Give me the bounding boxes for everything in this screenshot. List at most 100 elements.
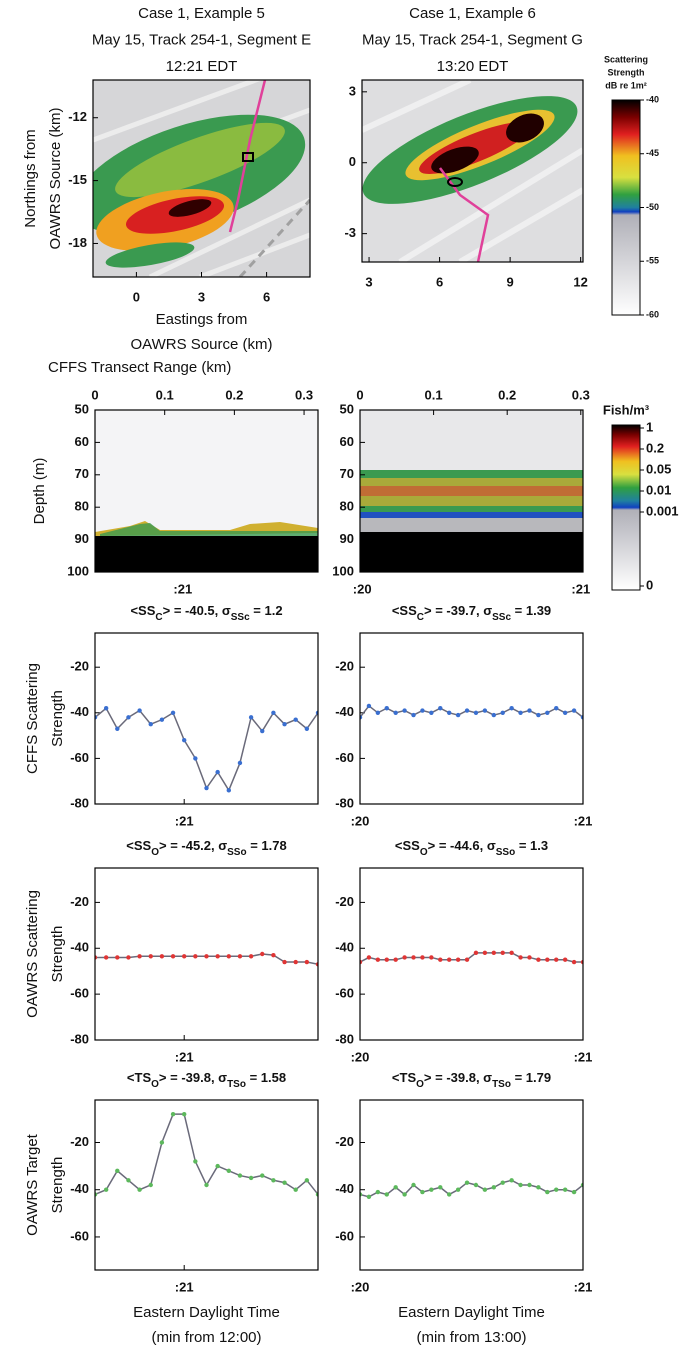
data-point (260, 728, 265, 734)
stat-label-part: C (417, 612, 424, 623)
data-point (375, 957, 381, 962)
stat-label-part: = 1.3 (515, 838, 548, 853)
data-point (366, 955, 372, 960)
data-point (438, 1185, 443, 1190)
data-point (429, 955, 434, 960)
y-tick-label: -20 (335, 1134, 354, 1149)
colorbar-tick-label: 0.01 (646, 482, 671, 497)
x-tick-label: 0.1 (425, 387, 443, 402)
data-point (527, 955, 532, 960)
data-point (527, 1182, 532, 1188)
stat-label: <TSO> = -39.8, σTSo = 1.79 (392, 1070, 551, 1090)
axis-label: Eastings from (156, 311, 248, 328)
axis-label: Strength (49, 690, 66, 747)
stat-label-part: > = -40.5, σ (163, 603, 231, 618)
data-point (509, 706, 514, 711)
stat-label-part: = 1.78 (247, 838, 287, 853)
data-point (447, 957, 452, 962)
x-tick-label: 3 (365, 274, 372, 289)
x-tick-label: :21 (574, 1049, 593, 1064)
stat-label-part: TSo (227, 1079, 246, 1090)
data-point (304, 726, 310, 731)
stat-label-part: SSc (231, 612, 250, 623)
y-tick-label: -40 (70, 704, 89, 719)
data-point (193, 954, 198, 959)
data-point (473, 950, 479, 956)
data-point (518, 955, 523, 960)
data-point (103, 706, 109, 711)
stat-label-part: <SS (126, 838, 151, 853)
colorbar-tick-label: -40 (646, 94, 659, 104)
data-point (271, 710, 276, 715)
stat-label-part: > = -45.2, σ (159, 838, 227, 853)
x-tick-label: 0.1 (156, 387, 174, 402)
data-point (491, 712, 496, 718)
y-tick-label: 90 (75, 531, 89, 546)
y-tick-label: 90 (340, 531, 354, 546)
y-tick-label: 70 (340, 466, 354, 481)
y-tick-label: -12 (68, 109, 87, 124)
x-tick-label: 0.2 (225, 387, 243, 402)
y-tick-label: -40 (335, 1181, 354, 1196)
y-tick-label: -20 (335, 894, 354, 909)
stat-label-part: > = -39.8, σ (159, 1070, 227, 1085)
y-tick-label: -80 (335, 1031, 354, 1046)
stat-label-part: = 1.58 (246, 1070, 286, 1085)
data-point (237, 954, 243, 959)
y-tick-label: -80 (70, 795, 89, 810)
data-point (126, 715, 131, 720)
colorbar (611, 99, 641, 316)
y-tick-label: -20 (70, 659, 89, 674)
stat-label: <SSC> = -40.5, σSSc = 1.2 (130, 603, 282, 623)
y-tick-label: -3 (344, 225, 356, 240)
colorbar-tick-label: 0.2 (646, 440, 664, 455)
data-point (293, 1187, 298, 1192)
data-point (271, 952, 276, 958)
axis-label: Eastern Daylight Time (398, 1304, 545, 1321)
x-tick-label: 6 (436, 274, 443, 289)
axis-label: OAWRS Source (km) (47, 108, 64, 250)
data-point (491, 1185, 496, 1190)
colorbar-title: Scattering (604, 54, 648, 64)
y-tick-label: -15 (68, 172, 87, 187)
axes-frame (92, 79, 311, 278)
data-point (527, 708, 532, 713)
y-tick-label: -60 (335, 750, 354, 765)
axis-label: OAWRS Source (km) (131, 336, 273, 353)
data-point (148, 722, 153, 727)
data-point (182, 1111, 187, 1117)
y-tick-label: 100 (67, 563, 89, 578)
stat-label-part: > = -44.6, σ (428, 838, 496, 853)
colorbar-tick-label: 0 (646, 577, 653, 592)
data-point (536, 957, 541, 962)
panel-title: May 15, Track 254-1, Segment E (92, 31, 311, 48)
colorbar-tick-label: 1 (646, 419, 653, 434)
stat-label: <SSO> = -45.2, σSSo = 1.78 (126, 838, 286, 858)
data-point (447, 710, 452, 715)
axis-label: Strength (49, 1157, 66, 1214)
data-point (455, 712, 461, 718)
data-line (360, 704, 583, 718)
axes-frame (361, 79, 584, 263)
axis-label: (min from 13:00) (416, 1329, 526, 1346)
x-tick-label: :21 (571, 581, 590, 596)
data-point (182, 954, 187, 959)
panel-title: 13:20 EDT (437, 58, 509, 75)
data-point (545, 1189, 550, 1195)
echogram-image (95, 410, 583, 572)
stat-label-part: > = -39.7, σ (424, 603, 492, 618)
stat-label-part: = 1.39 (511, 603, 551, 618)
y-tick-label: -20 (335, 659, 354, 674)
data-point (509, 950, 514, 956)
x-tick-label: 9 (506, 274, 513, 289)
data-point (193, 756, 198, 761)
y-tick-label: -60 (70, 750, 89, 765)
axes-frame (94, 867, 319, 1041)
axis-label: CFFS Transect Range (km) (48, 359, 231, 376)
y-tick-label: 80 (75, 499, 89, 514)
y-tick-label: -60 (70, 1228, 89, 1243)
data-point (193, 1159, 198, 1164)
data-point (375, 710, 381, 715)
data-point (411, 1182, 416, 1188)
data-point (554, 706, 559, 711)
